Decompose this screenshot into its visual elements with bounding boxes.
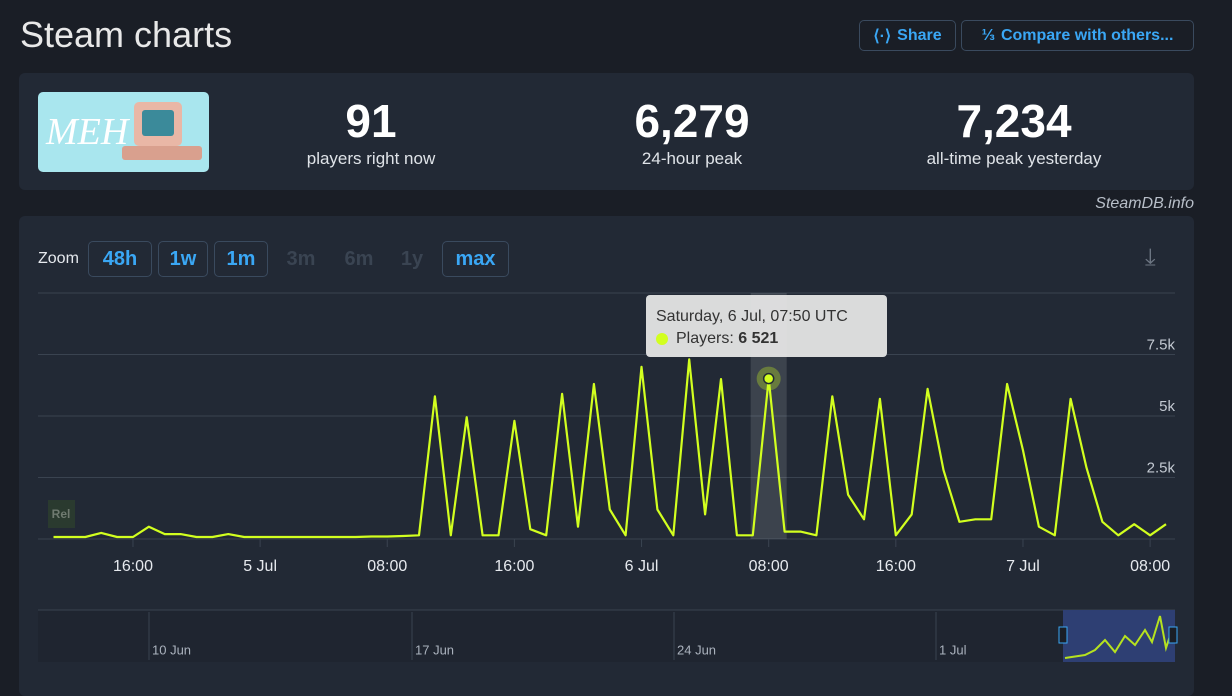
navigator-line [1064, 615, 1173, 659]
stat-label: all-time peak yesterday [926, 149, 1102, 168]
compare-button[interactable]: ⅓ Compare with others... [961, 20, 1194, 51]
highlight-point [762, 372, 775, 385]
navigator-window [1063, 610, 1175, 662]
navigator-label: 10 Jun [152, 642, 191, 657]
stat-label: 24-hour peak [641, 149, 743, 168]
zoom-button: 6m [344, 247, 374, 270]
tooltip-date: Saturday, 6 Jul, 07:50 UTC [656, 308, 848, 325]
logo-text: MEH [46, 111, 129, 153]
tooltip: Saturday, 6 Jul, 07:50 UTC Players: 6 52… [646, 295, 887, 357]
logo-desk [122, 146, 202, 160]
navigator-label: 24 Jun [677, 642, 716, 657]
zoom-button: 3m [286, 247, 316, 270]
zoom-button[interactable]: 1w [158, 241, 208, 277]
y-tick-label: 5k [1159, 398, 1175, 415]
zoom-label: Zoom [38, 250, 79, 267]
x-tick-label: 5 Jul [243, 558, 277, 575]
x-tick-label: 16:00 [113, 558, 153, 575]
x-tick-label: 7 Jul [1006, 558, 1040, 575]
zoom-button[interactable]: 1m [214, 241, 268, 277]
page-title: Steam charts [20, 14, 233, 55]
page: Steam charts ⟨·⟩ Share ⅓ Compare with othe… [19, 14, 1194, 696]
rel-box [48, 500, 75, 528]
source-label: SteamDB.info [1095, 195, 1194, 212]
logo-computer [134, 102, 182, 146]
stat-value: 91 [345, 95, 397, 147]
tooltip-label: Players: [676, 330, 734, 347]
zoom-button: 1y [400, 247, 424, 270]
x-tick-label: 08:00 [1130, 558, 1170, 575]
tooltip-row: Players: 6 521 [656, 330, 778, 348]
share-button[interactable]: ⟨·⟩ Share [859, 20, 956, 51]
navigator-label: 17 Jun [415, 642, 454, 657]
download-icon[interactable]: ⤓ [1145, 244, 1156, 271]
zoom-button[interactable]: max [442, 241, 509, 277]
data-line [53, 358, 1167, 539]
stats-card [19, 73, 1194, 190]
stat-label: players right now [306, 149, 436, 168]
y-tick-label: 7.5k [1147, 336, 1176, 353]
stat-value: 6,279 [634, 95, 750, 147]
tooltip-dot [656, 333, 668, 345]
x-tick-label: 16:00 [876, 558, 916, 575]
navigator-label: 1 Jul [939, 642, 967, 657]
tooltip-value: 6 521 [738, 330, 779, 347]
navigator-handle[interactable] [1168, 626, 1178, 644]
navigator-handle[interactable] [1058, 626, 1068, 644]
stat-value: 7,234 [956, 95, 1072, 147]
x-tick-label: 6 Jul [625, 558, 659, 575]
zoom-button[interactable]: 48h [88, 241, 152, 277]
share-label: Share [897, 26, 942, 44]
x-tick-label: 16:00 [494, 558, 534, 575]
y-tick-label: 2.5k [1147, 459, 1176, 476]
navigator [38, 610, 1175, 662]
x-tick-label: 08:00 [749, 558, 789, 575]
compare-label: Compare with others... [1000, 26, 1174, 44]
rel-label: Rel [52, 507, 71, 521]
chart: Rel 2.5k 5k 7.5k 16:00 5 Jul 08:00 16:00 6 Jul 0… [38, 292, 1178, 662]
game-logo: MEH [38, 92, 209, 172]
x-tick-label: 08:00 [367, 558, 407, 575]
